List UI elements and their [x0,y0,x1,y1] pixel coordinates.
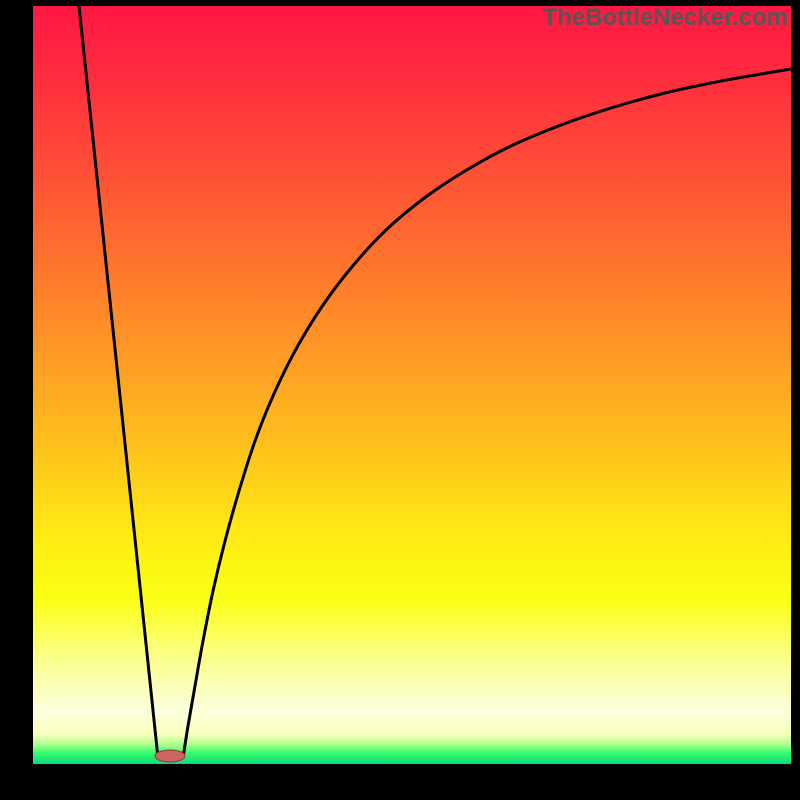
left-curve-line [79,6,158,758]
curves-layer [33,6,791,764]
plot-area [33,6,791,764]
right-curve-path [183,69,791,758]
minimum-marker [155,750,185,762]
watermark-text: TheBottleNecker.com [543,4,788,32]
chart-container: TheBottleNecker.com [0,0,800,800]
